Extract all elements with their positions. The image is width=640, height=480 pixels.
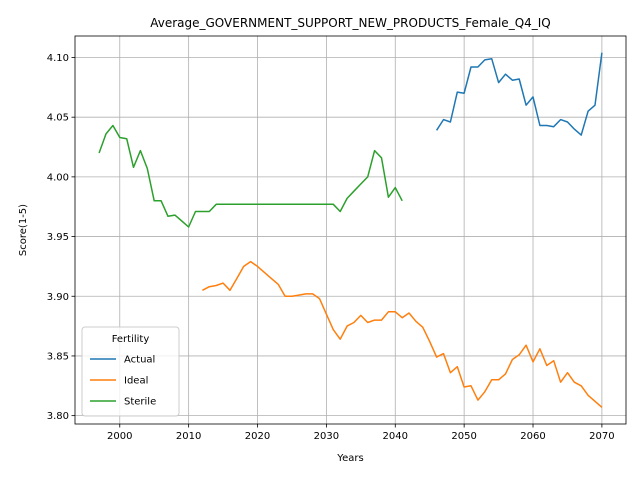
y-tick-label: 4.00 — [47, 172, 69, 183]
x-tick-label: 2020 — [245, 431, 270, 442]
x-tick-label: 2050 — [451, 431, 476, 442]
x-tick-label: 2030 — [314, 431, 339, 442]
legend-title: Fertility — [112, 334, 150, 345]
y-tick-label: 4.10 — [47, 53, 69, 64]
legend: Fertility Actual Ideal Sterile — [82, 327, 179, 416]
x-axis-label: Years — [336, 453, 363, 464]
x-tick-label: 2040 — [383, 431, 408, 442]
y-axis-label: Score(1-5) — [18, 204, 29, 256]
x-tick-label: 2070 — [589, 431, 614, 442]
legend-label-actual: Actual — [124, 355, 155, 366]
y-tick-label: 3.95 — [47, 232, 69, 243]
y-tick-label: 3.80 — [47, 411, 69, 422]
y-tick-label: 3.85 — [47, 351, 69, 362]
x-tick-label: 2000 — [107, 431, 132, 442]
legend-label-sterile: Sterile — [124, 397, 156, 408]
y-tick-label: 4.05 — [47, 113, 69, 124]
x-tick-label: 2010 — [176, 431, 201, 442]
x-tick-label: 2060 — [520, 431, 545, 442]
legend-label-ideal: Ideal — [124, 376, 148, 387]
y-tick-label: 3.90 — [47, 292, 69, 303]
chart-title: Average_GOVERNMENT_SUPPORT_NEW_PRODUCTS_… — [150, 16, 551, 30]
